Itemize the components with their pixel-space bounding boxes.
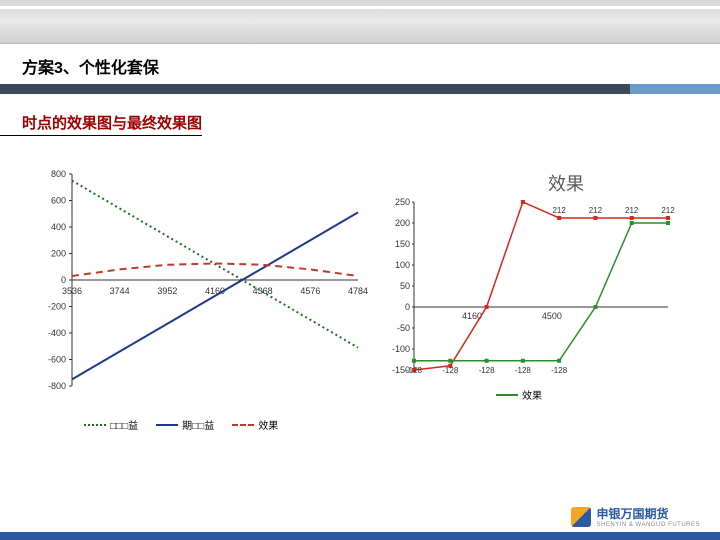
left-chart: 8006004002000-200-400-600-80035363744395… (28, 166, 368, 436)
svg-text:-200: -200 (48, 302, 66, 312)
svg-text:212: 212 (552, 206, 566, 215)
svg-text:250: 250 (395, 197, 410, 207)
svg-text:212: 212 (661, 206, 675, 215)
svg-text:0: 0 (61, 275, 66, 285)
legend-item: 效果 (232, 417, 278, 432)
svg-text:100: 100 (395, 260, 410, 270)
legend-item: □□□益 (84, 417, 138, 432)
svg-text:150: 150 (395, 239, 410, 249)
svg-text:-128: -128 (515, 366, 532, 375)
logo-icon (571, 507, 591, 527)
svg-text:212: 212 (589, 206, 603, 215)
svg-text:-50: -50 (397, 323, 410, 333)
svg-text:-600: -600 (48, 355, 66, 365)
svg-text:600: 600 (51, 196, 66, 206)
svg-text:-128: -128 (442, 366, 459, 375)
right-chart-legend: 效果 (496, 387, 542, 402)
right-chart: 效果250200150100500-50-100-150416045002122… (376, 172, 676, 402)
page-title: 方案3、个性化套保 (0, 44, 720, 84)
logo-text: 申银万国期货 (597, 505, 700, 522)
bottom-bar (0, 532, 720, 540)
svg-text:效果: 效果 (548, 174, 584, 194)
svg-text:212: 212 (625, 206, 639, 215)
brand-logo: 申银万国期货 SHENYIN & WANGUO FUTURES (571, 505, 700, 528)
top-banner (0, 0, 720, 44)
svg-text:-800: -800 (48, 381, 66, 391)
legend-item: 期□□益 (156, 417, 214, 432)
svg-text:200: 200 (395, 218, 410, 228)
svg-text:-400: -400 (48, 328, 66, 338)
title-bar: 方案3、个性化套保 (0, 44, 720, 94)
charts-row: 8006004002000-200-400-600-80035363744395… (0, 166, 720, 436)
svg-text:4784: 4784 (348, 286, 368, 296)
svg-text:-128: -128 (551, 366, 568, 375)
svg-text:-100: -100 (392, 344, 410, 354)
left-chart-legend: □□□益 期□□益 效果 (84, 417, 278, 432)
svg-text:-128: -128 (406, 366, 423, 375)
svg-text:4500: 4500 (542, 311, 562, 321)
svg-text:3952: 3952 (157, 286, 177, 296)
svg-text:-128: -128 (479, 366, 496, 375)
logo-subtext: SHENYIN & WANGUO FUTURES (597, 522, 700, 528)
svg-text:4576: 4576 (300, 286, 320, 296)
page-subtitle: 时点的效果图与最终效果图 (0, 94, 202, 136)
svg-text:800: 800 (51, 169, 66, 179)
title-underline (0, 84, 720, 94)
legend-item: 效果 (496, 387, 542, 402)
svg-text:0: 0 (405, 302, 410, 312)
svg-text:400: 400 (51, 222, 66, 232)
svg-text:50: 50 (400, 281, 410, 291)
svg-text:3744: 3744 (110, 286, 130, 296)
svg-text:200: 200 (51, 249, 66, 259)
